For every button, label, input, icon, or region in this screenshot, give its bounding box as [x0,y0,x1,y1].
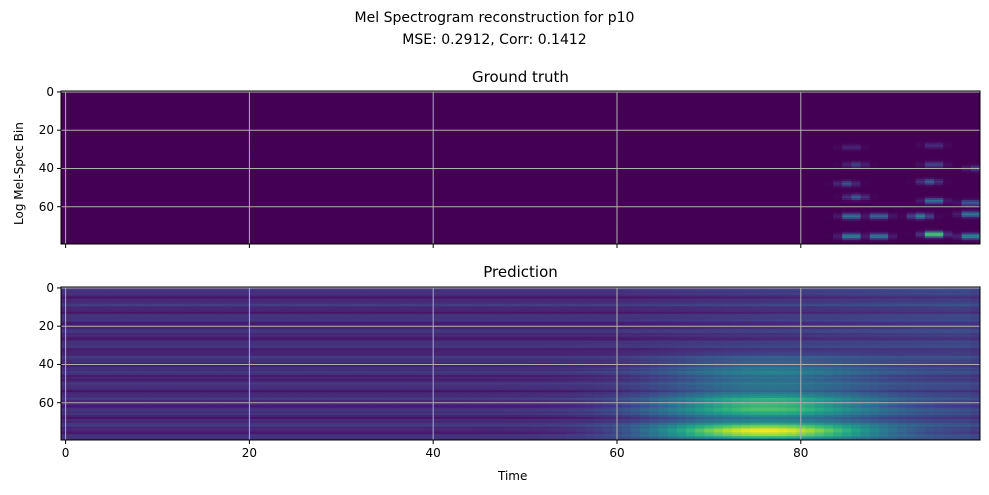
prediction-title: Prediction [483,263,558,281]
x-tick-label: 80 [793,446,809,460]
axes-frame [60,90,981,245]
x-axis-label: Time [498,469,528,483]
y-tick-label: 0 [46,280,54,295]
x-tick-label: 20 [241,446,258,460]
suptitle-line2: MSE: 0.2912, Corr: 0.1412 [402,32,587,48]
y-tick-label: 20 [38,123,54,138]
y-tick-label: 40 [38,357,54,372]
suptitle-line1: Mel Spectrogram reconstruction for p10 [354,10,635,26]
x-tick-label: 40 [425,446,441,460]
axes-frame [60,286,981,441]
x-tick-label: 60 [609,446,625,460]
y-tick-label: 20 [38,319,54,334]
y-tick-label: 40 [38,161,54,176]
y-tick-label: 60 [38,199,54,214]
x-tick-label: 0 [61,446,70,460]
y-tick-label: 0 [46,84,54,99]
ground-truth-title: Ground truth [472,68,569,86]
y-tick-label: 60 [38,395,54,410]
prediction-heatmap [57,286,981,444]
ground-truth-heatmap [57,90,981,248]
